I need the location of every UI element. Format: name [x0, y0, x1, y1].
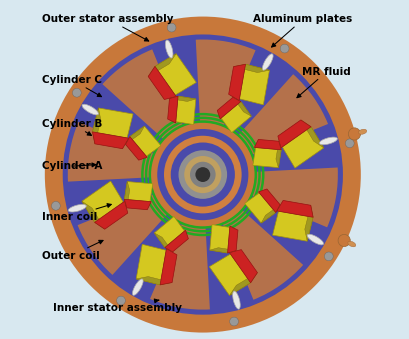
Ellipse shape [82, 104, 99, 115]
Polygon shape [136, 277, 172, 285]
Polygon shape [130, 126, 161, 156]
Circle shape [338, 234, 350, 246]
Polygon shape [227, 226, 238, 253]
Polygon shape [124, 181, 130, 208]
Text: Outer coil: Outer coil [43, 240, 103, 261]
Circle shape [324, 252, 333, 261]
Polygon shape [160, 248, 177, 285]
Circle shape [167, 23, 176, 32]
Polygon shape [245, 193, 276, 223]
Wedge shape [196, 40, 256, 126]
Circle shape [117, 296, 126, 305]
Ellipse shape [165, 40, 173, 58]
Polygon shape [124, 181, 153, 202]
Circle shape [63, 35, 343, 315]
Polygon shape [94, 201, 128, 229]
Polygon shape [276, 141, 281, 167]
Polygon shape [221, 102, 252, 133]
Circle shape [52, 201, 60, 210]
Polygon shape [126, 126, 144, 144]
Polygon shape [229, 64, 245, 101]
Circle shape [190, 162, 216, 187]
Polygon shape [92, 132, 129, 149]
Polygon shape [229, 273, 257, 296]
Polygon shape [254, 139, 281, 150]
Polygon shape [277, 200, 313, 217]
Wedge shape [102, 49, 183, 140]
Polygon shape [253, 147, 281, 167]
Polygon shape [82, 201, 105, 229]
Polygon shape [258, 189, 280, 213]
Ellipse shape [263, 54, 273, 70]
Circle shape [171, 142, 235, 207]
Circle shape [72, 88, 81, 97]
Polygon shape [154, 233, 173, 252]
Polygon shape [261, 205, 280, 223]
Polygon shape [82, 181, 124, 222]
Polygon shape [124, 199, 151, 210]
Polygon shape [154, 217, 184, 247]
Polygon shape [136, 244, 166, 285]
Text: Cylinder A: Cylinder A [43, 161, 103, 171]
Polygon shape [229, 250, 257, 283]
Polygon shape [301, 120, 324, 148]
Circle shape [151, 122, 255, 227]
Wedge shape [222, 210, 303, 300]
Polygon shape [148, 66, 176, 99]
Wedge shape [150, 223, 210, 310]
Circle shape [157, 129, 248, 220]
Polygon shape [210, 224, 230, 253]
Polygon shape [239, 64, 270, 105]
Polygon shape [217, 97, 241, 119]
Wedge shape [251, 167, 338, 227]
Ellipse shape [133, 279, 143, 295]
Circle shape [280, 44, 289, 53]
Polygon shape [126, 137, 147, 160]
Polygon shape [168, 96, 178, 123]
Circle shape [178, 150, 227, 199]
Ellipse shape [233, 291, 240, 309]
Polygon shape [176, 96, 196, 124]
Polygon shape [209, 254, 251, 296]
Circle shape [184, 156, 221, 193]
Polygon shape [210, 248, 236, 253]
Polygon shape [155, 54, 196, 95]
Polygon shape [165, 230, 189, 252]
Polygon shape [272, 211, 313, 241]
Text: Aluminum plates: Aluminum plates [254, 14, 353, 47]
Wedge shape [238, 74, 328, 155]
Text: Cylinder C: Cylinder C [43, 75, 102, 97]
Ellipse shape [68, 204, 86, 212]
Polygon shape [92, 108, 133, 138]
Polygon shape [305, 205, 313, 241]
Polygon shape [234, 64, 270, 73]
Polygon shape [282, 127, 324, 168]
Text: Cylinder B: Cylinder B [43, 119, 103, 135]
Circle shape [345, 139, 354, 148]
Polygon shape [148, 54, 176, 77]
Ellipse shape [348, 241, 356, 247]
Text: Inner stator assembly: Inner stator assembly [53, 299, 182, 313]
Text: Inner coil: Inner coil [43, 204, 111, 222]
Ellipse shape [307, 234, 324, 245]
Wedge shape [68, 122, 155, 182]
Text: Outer stator assembly: Outer stator assembly [43, 14, 174, 41]
Circle shape [230, 317, 238, 326]
Circle shape [348, 128, 360, 140]
Polygon shape [169, 96, 196, 101]
Polygon shape [92, 108, 101, 144]
Ellipse shape [319, 137, 337, 145]
Ellipse shape [358, 129, 367, 134]
Circle shape [45, 17, 361, 333]
Circle shape [164, 136, 242, 213]
Text: MR fluid: MR fluid [297, 66, 351, 98]
Wedge shape [78, 194, 168, 275]
Circle shape [196, 167, 210, 182]
Polygon shape [233, 97, 252, 116]
Polygon shape [278, 120, 311, 148]
